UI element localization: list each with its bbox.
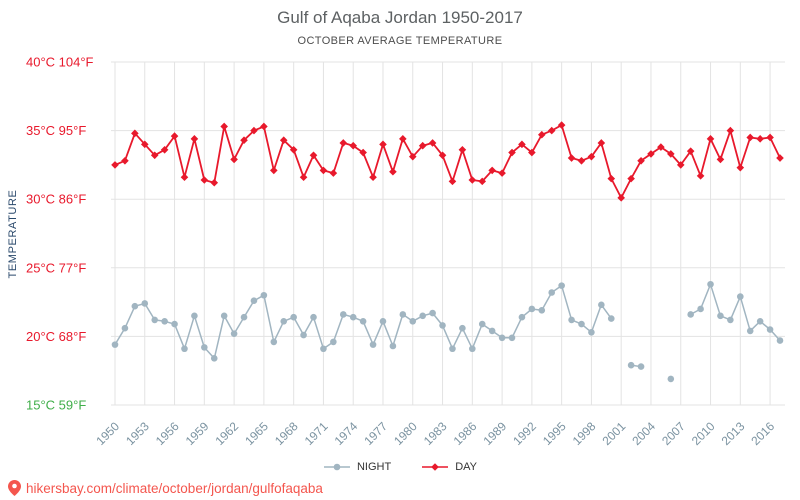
x-axis-tick-label: 1953: [123, 419, 152, 448]
x-axis-tick-label: 1956: [153, 419, 182, 448]
x-axis-tick-label: 1995: [540, 419, 569, 448]
y-axis-tick-labels: 15°C 59°F 20°C 68°F 25°C 77°F 30°C 86°F 35°C…: [26, 55, 94, 413]
legend-item-day: DAY: [421, 461, 477, 473]
y-axis-tick-label: 35°C 95°F: [26, 123, 86, 138]
day-series-marker-icon: [422, 463, 449, 471]
x-axis-tick-label: 1965: [242, 419, 271, 448]
x-axis-tick-label: 2001: [600, 419, 629, 448]
x-axis-tick-label: 1959: [183, 419, 212, 448]
x-axis-tick-label: 1962: [212, 419, 241, 448]
x-axis-tick-label: 2004: [629, 419, 658, 448]
y-axis-tick-label: 15°C 59°F: [26, 398, 86, 413]
x-axis-tick-label: 1998: [570, 419, 599, 448]
legend-item-night: NIGHT: [323, 461, 391, 473]
x-axis-tick-label: 1992: [510, 419, 539, 448]
attribution-bar: hikersbay.com/climate/october/jordan/gul…: [8, 480, 323, 496]
gridlines: [111, 61, 785, 406]
x-axis-tick-label: 1983: [421, 419, 450, 448]
x-axis-tick-labels: 1950 1953 1956 1959 1962 1965 1968 1971 1974 1977…: [93, 419, 777, 448]
x-axis-tick-label: 2013: [719, 419, 748, 448]
y-axis-tick-label: 30°C 86°F: [26, 192, 86, 207]
y-axis-tick-label: 20°C 68°F: [26, 329, 86, 344]
x-axis-tick-label: 2007: [659, 419, 688, 448]
x-axis-tick-label: 1989: [480, 419, 509, 448]
x-axis-tick-label: 1980: [391, 419, 420, 448]
x-axis-tick-label: 1971: [302, 419, 331, 448]
x-axis-tick-label: 1968: [272, 419, 301, 448]
night-series-marker-icon: [323, 463, 350, 471]
x-axis-tick-label: 1950: [93, 419, 122, 448]
y-axis-tick-label: 25°C 77°F: [26, 260, 86, 275]
x-axis-tick-label: 2010: [689, 419, 718, 448]
chart-legend: NIGHT DAY: [0, 461, 800, 473]
x-axis-tick-label: 1986: [451, 419, 480, 448]
night-series: [111, 280, 784, 383]
x-axis-tick-label: 1974: [332, 419, 361, 448]
day-series: [111, 121, 784, 202]
x-axis-tick-label: 1977: [361, 419, 390, 448]
source-link[interactable]: hikersbay.com/climate/october/jordan/gul…: [26, 480, 323, 496]
location-pin-icon: [8, 480, 21, 496]
legend-label-day: DAY: [455, 461, 478, 473]
page-subtitle: OCTOBER AVERAGE TEMPERATURE: [297, 35, 503, 47]
x-axis-tick-label: 2016: [748, 419, 777, 448]
y-axis-tick-label: 40°C 104°F: [26, 55, 94, 70]
legend-label-night: NIGHT: [356, 461, 392, 473]
page-title: Gulf of Aqaba Jordan 1950-2017: [277, 8, 523, 27]
